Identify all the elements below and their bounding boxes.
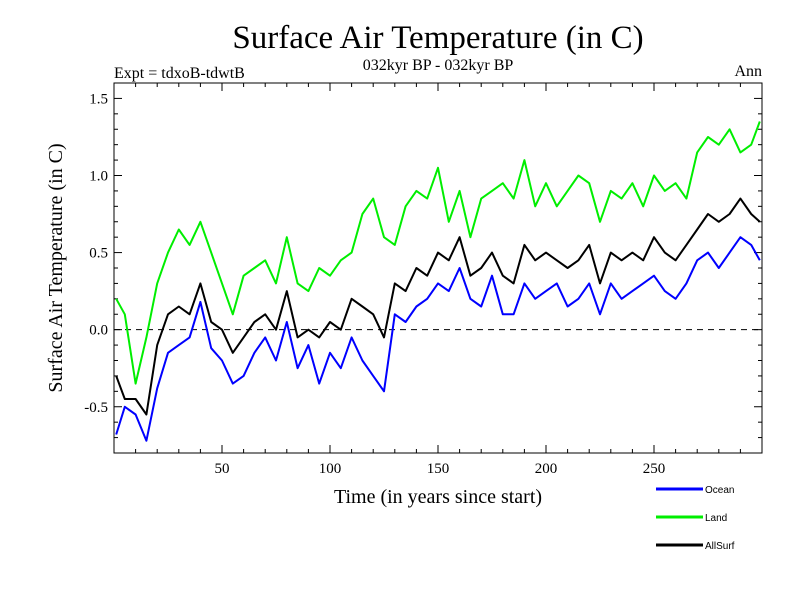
y-tick-label: 1.5 [89, 91, 108, 107]
legend-label-ocean: Ocean [705, 485, 734, 496]
y-axis-label: Surface Air Temperature (in C) [45, 143, 67, 392]
legend-label-allsurf: AllSurf [705, 541, 735, 552]
period-label: Ann [734, 63, 762, 80]
y-tick-label: -0.5 [84, 400, 108, 416]
axis-ticks: 50 100 150 200 250 -0.5 0.0 0.5 1.0 1.5 [84, 83, 762, 477]
x-tick-label: 250 [643, 461, 666, 477]
series-line-ocean [115, 236, 761, 442]
series-line-allsurf [115, 197, 761, 416]
series-line-land [115, 121, 761, 385]
x-tick-label: 200 [535, 461, 558, 477]
x-tick-label: 50 [215, 461, 230, 477]
x-axis-label: Time (in years since start) [334, 486, 542, 508]
y-tick-label: 0.0 [89, 323, 108, 339]
x-tick-label: 150 [427, 461, 450, 477]
legend: Ocean Land AllSurf [656, 485, 735, 552]
series-lines [115, 121, 761, 442]
chart-title: Surface Air Temperature (in C) [232, 20, 643, 56]
expt-label: Expt = tdxoB-tdwtB [114, 65, 245, 82]
y-tick-label: 0.5 [89, 246, 108, 262]
legend-label-land: Land [705, 513, 727, 524]
x-tick-label: 100 [319, 461, 342, 477]
plot-frame [113, 82, 763, 454]
y-tick-label: 1.0 [89, 169, 108, 185]
chart-subtitle: 032kyr BP - 032kyr BP [363, 57, 514, 74]
